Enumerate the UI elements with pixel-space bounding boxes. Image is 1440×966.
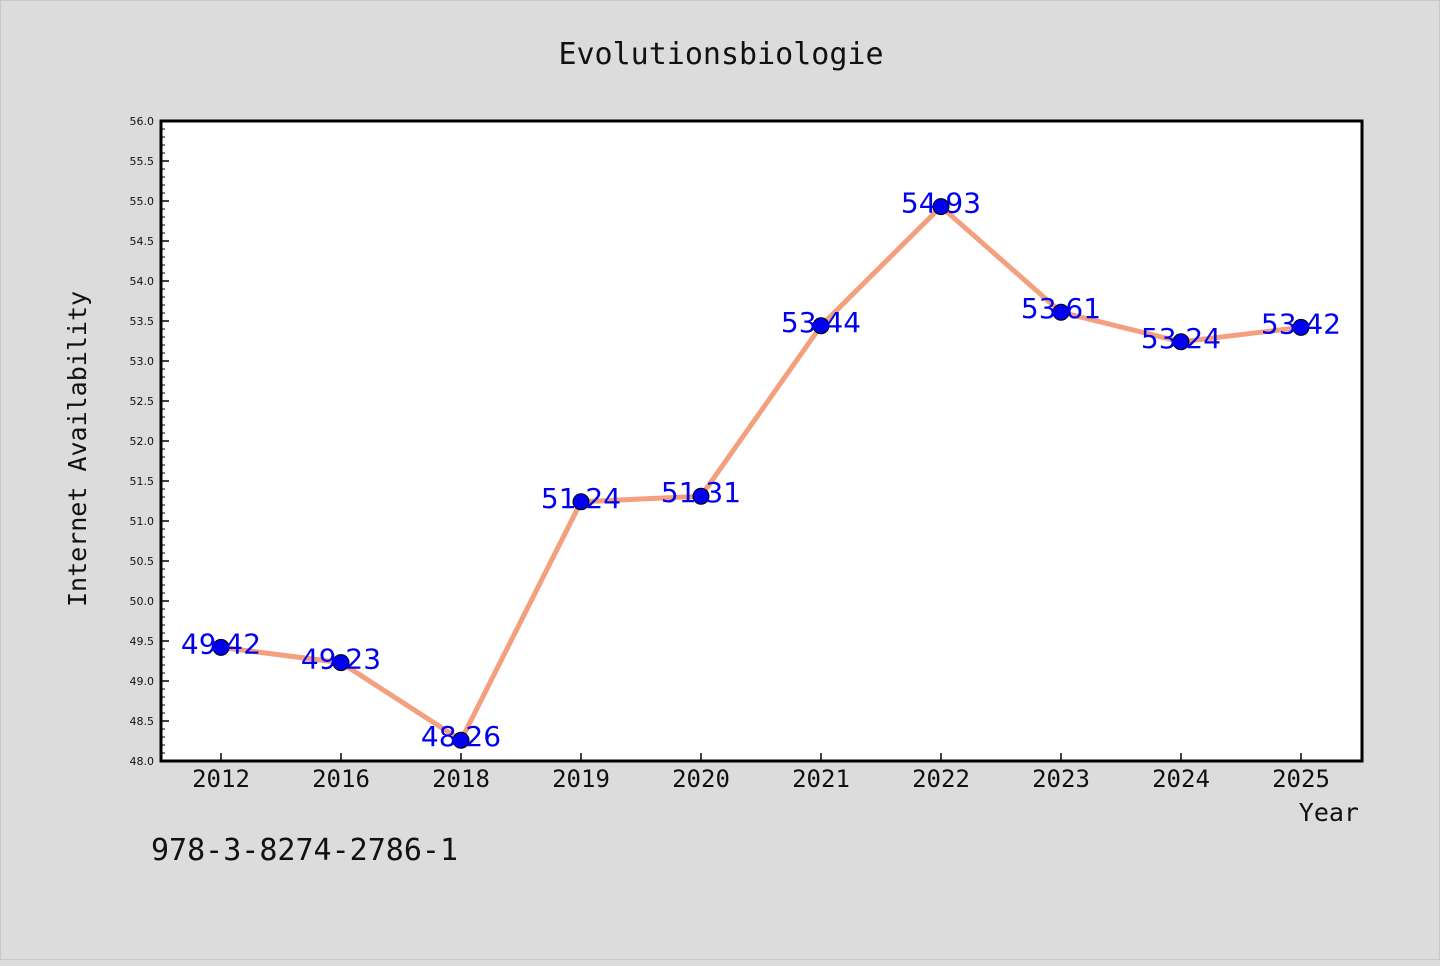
series-1: 49.42 49.23 48.26 51.24 51.31 53.44 54.93 53.61…	[181, 187, 1341, 754]
data-label: 48.26	[421, 720, 501, 753]
data-label: 53.44	[781, 306, 861, 339]
plot-area	[159, 119, 1364, 763]
x-tick-label: 2021	[792, 765, 850, 793]
y-tick-label: 52.0	[130, 435, 155, 448]
y-tick-label: 50.5	[130, 555, 155, 568]
x-tick-label: 2022	[912, 765, 970, 793]
y-tick-label: 48.0	[130, 755, 155, 768]
y-tick-label: 54.0	[130, 275, 155, 288]
x-axis-label: Year	[1299, 798, 1359, 827]
data-label: 51.24	[541, 482, 621, 515]
y-axis: 48.0 48.5 49.0 49.5 50.0 50.5 51.0 51.5 52.0 52.5…	[130, 115, 169, 768]
x-tick-label: 2024	[1152, 765, 1210, 793]
data-label: 49.23	[301, 643, 381, 676]
x-tick-label: 2023	[1032, 765, 1090, 793]
data-point	[1172, 333, 1190, 351]
x-tick-label: 2020	[672, 765, 730, 793]
data-point	[332, 654, 350, 672]
data-point	[1052, 303, 1070, 321]
data-point	[692, 487, 710, 505]
y-tick-label: 49.0	[130, 675, 155, 688]
data-point	[572, 493, 590, 511]
y-tick-label: 49.5	[130, 635, 155, 648]
x-tick-label: 2019	[552, 765, 610, 793]
x-tick-label: 2018	[432, 765, 490, 793]
y-tick-label: 53.0	[130, 355, 155, 368]
data-point	[452, 731, 470, 749]
x-axis: 2012 2016 2018 2019 2020 2021 2022 2023 2024 2025	[192, 753, 1330, 793]
y-tick-label: 50.0	[130, 595, 155, 608]
y-tick-label: 53.5	[130, 315, 155, 328]
y-tick-label: 51.0	[130, 515, 155, 528]
x-tick-label: 2025	[1272, 765, 1330, 793]
data-label: 54.93	[901, 187, 981, 220]
data-point	[1292, 318, 1310, 336]
y-tick-label: 48.5	[130, 715, 155, 728]
y-tick-label: 55.5	[130, 155, 155, 168]
x-tick-label: 2016	[312, 765, 370, 793]
x-tick-label: 2012	[192, 765, 250, 793]
y-tick-label: 51.5	[130, 475, 155, 488]
y-tick-label: 54.5	[130, 235, 155, 248]
data-label: 49.42	[181, 627, 261, 660]
y-tick-label: 55.0	[130, 195, 155, 208]
data-label: 53.42	[1261, 307, 1341, 340]
data-label: 51.31	[661, 476, 741, 509]
y-tick-label: 56.0	[130, 115, 155, 128]
series-line	[218, 204, 1304, 743]
data-label: 53.61	[1021, 292, 1101, 325]
y-axis-label: Internet Availability	[63, 291, 92, 607]
isbn-text: 978-3-8274-2786-1	[151, 833, 459, 868]
data-point	[932, 198, 950, 216]
chart-title: Evolutionsbiologie	[558, 37, 883, 72]
data-point	[212, 638, 230, 656]
data-point	[812, 317, 830, 335]
y-tick-label: 52.5	[130, 395, 155, 408]
data-label: 53.24	[1141, 322, 1221, 355]
